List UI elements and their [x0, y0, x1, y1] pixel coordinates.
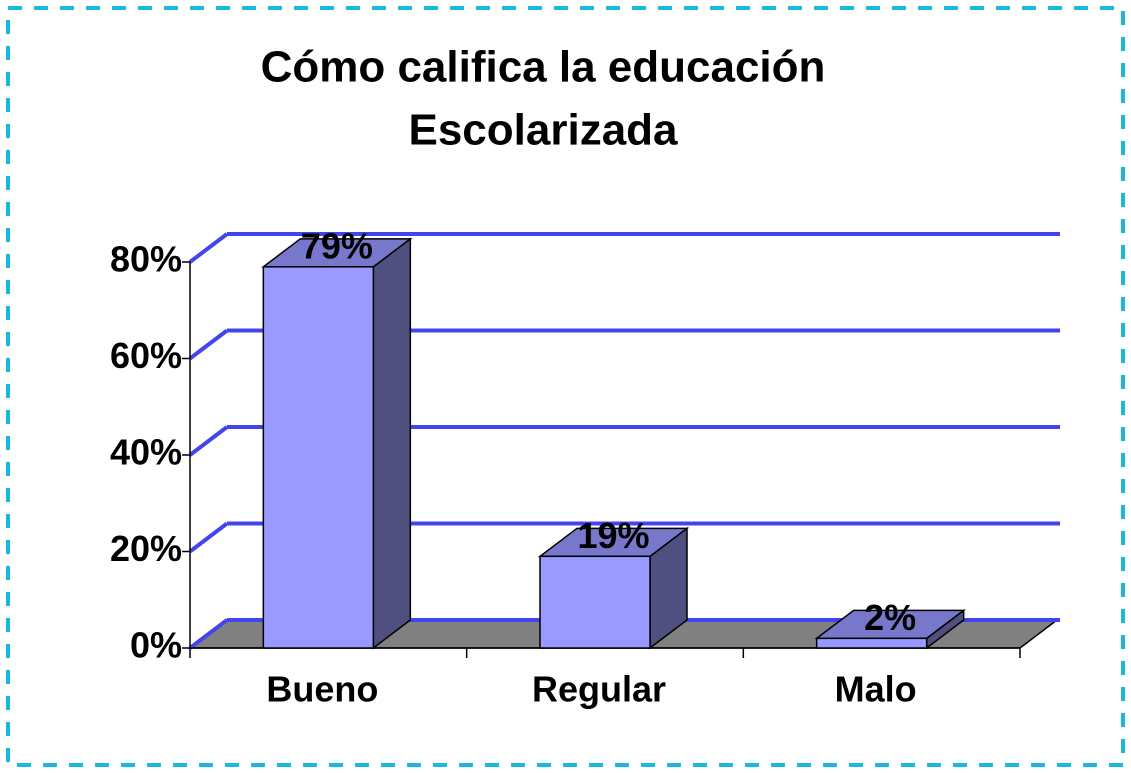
grid-line	[188, 618, 229, 650]
data-label: 19%	[577, 515, 649, 556]
y-tick-label: 20%	[110, 528, 182, 569]
grid-line	[188, 232, 229, 264]
data-label: 79%	[301, 225, 373, 266]
chart-title: Cómo califica la educación	[261, 43, 826, 92]
bar	[262, 266, 375, 649]
data-label: 2%	[864, 597, 916, 638]
grid-line	[188, 425, 229, 457]
grid-line	[188, 521, 229, 554]
y-tick-label: 0%	[130, 625, 182, 666]
bar	[815, 637, 928, 649]
y-tick-label: 40%	[110, 432, 182, 473]
chart-title: Escolarizada	[408, 106, 678, 155]
bar-side	[372, 237, 412, 650]
x-tick-label: Bueno	[266, 669, 378, 710]
chart-border	[6, 6, 1125, 767]
y-tick-label: 60%	[110, 335, 182, 376]
y-tick-label: 80%	[110, 239, 182, 280]
x-tick-label: Regular	[532, 669, 666, 710]
bar	[539, 555, 651, 649]
grid-line	[188, 328, 229, 361]
x-tick-label: Malo	[835, 669, 917, 710]
